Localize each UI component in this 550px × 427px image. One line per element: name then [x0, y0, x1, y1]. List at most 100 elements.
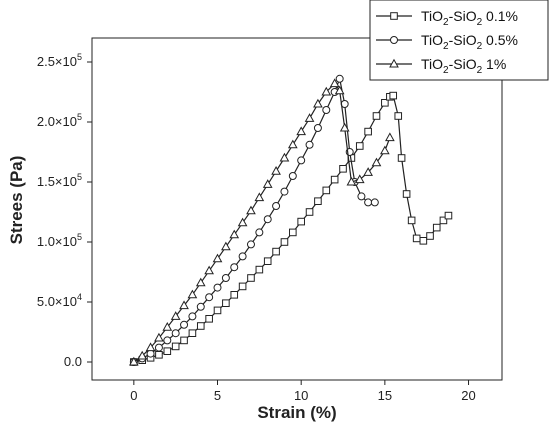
data-point [255, 228, 264, 237]
legend-marker [390, 12, 398, 20]
legend-subscript: 2 [443, 65, 449, 76]
y-tick-mantissa: 0.0 [64, 354, 82, 369]
data-point [357, 192, 366, 201]
data-point [279, 152, 290, 162]
data-point [354, 174, 365, 184]
data-point [370, 198, 379, 207]
data-point [394, 112, 403, 120]
x-tick-label: 20 [461, 388, 475, 403]
series-triangle [128, 78, 395, 366]
data-point [380, 145, 390, 155]
data-point [229, 229, 240, 239]
y-tick-exponent: 5 [77, 172, 82, 182]
x-tick-label: 0 [130, 388, 137, 403]
data-point [304, 113, 315, 122]
data-point [364, 198, 373, 207]
legend-item: TiO2-SiO2 0.1% [376, 8, 518, 28]
legend-text-part: TiO [421, 8, 443, 24]
data-point [322, 186, 331, 195]
data-point [163, 347, 172, 355]
series-square [130, 91, 453, 366]
y-tick-exponent: 5 [77, 232, 82, 242]
data-point [188, 329, 197, 337]
data-point [397, 154, 406, 162]
data-point [271, 165, 281, 175]
data-point [280, 187, 289, 196]
data-point [272, 247, 280, 256]
data-point [205, 293, 214, 302]
data-point [321, 86, 332, 96]
data-point [334, 85, 345, 95]
data-point [263, 257, 272, 265]
data-point [170, 311, 181, 320]
data-point [402, 190, 411, 198]
data-point [237, 217, 248, 227]
y-tick-exponent: 5 [77, 112, 82, 122]
y-tick-mantissa: 5.0×10 [37, 294, 77, 309]
data-point [213, 306, 222, 315]
data-point [196, 322, 205, 330]
data-point [371, 157, 382, 167]
series-circle [129, 74, 379, 366]
data-point [339, 165, 347, 173]
data-point [287, 139, 298, 149]
data-point [314, 197, 322, 205]
data-point [180, 320, 189, 329]
legend-marker [389, 58, 399, 68]
data-point [247, 274, 255, 282]
data-point [128, 356, 139, 366]
data-point [313, 98, 323, 108]
data-point [155, 351, 163, 359]
data-point [180, 336, 188, 345]
data-point [346, 176, 357, 186]
plot-frame [91, 37, 503, 381]
y-tick-mantissa: 1.5×10 [37, 174, 77, 189]
legend-subscript: 2 [477, 65, 483, 76]
y-tick-exponent: 5 [77, 52, 82, 62]
legend-item: TiO2-SiO2 1% [376, 56, 506, 76]
y-tick-mantissa: 1.0×10 [37, 234, 77, 249]
data-point [212, 253, 223, 263]
legend-text-part: -SiO [449, 56, 477, 72]
data-point [305, 140, 314, 149]
data-point [205, 315, 213, 323]
legend-label: TiO2-SiO2 0.1% [421, 8, 518, 28]
data-point [339, 122, 350, 132]
data-point [305, 208, 314, 216]
data-point [272, 202, 281, 210]
data-point [280, 238, 289, 246]
data-point [222, 299, 230, 307]
data-point [171, 329, 180, 338]
y-tick-mantissa: 2.0×10 [37, 114, 77, 129]
y-tick-label: 5.0×104 [37, 292, 82, 309]
data-point [330, 175, 339, 184]
data-point [195, 277, 206, 287]
data-point [196, 302, 205, 311]
data-point [419, 237, 428, 245]
y-tick-mantissa: 2.5×10 [37, 54, 77, 69]
data-point [329, 78, 340, 88]
legend-subscript: 2 [443, 17, 449, 28]
legend-subscript: 2 [477, 41, 483, 52]
x-tick-label: 5 [214, 388, 221, 403]
y-axis-title: Strees (Pa) [7, 156, 26, 245]
data-point [297, 156, 306, 165]
legend-marker [390, 36, 398, 44]
legend-text-part: TiO [421, 56, 443, 72]
data-point [444, 211, 453, 220]
data-point [179, 300, 189, 310]
x-axis: 0 5 10 15 20 [130, 380, 476, 403]
data-point [213, 283, 222, 292]
x-tick-label: 15 [378, 388, 392, 403]
legend-text-part: TiO [421, 32, 443, 48]
legend-subscript: 2 [477, 17, 483, 28]
y-tick-label: 1.5×105 [37, 172, 82, 189]
series-line [133, 82, 391, 363]
data-point [137, 350, 148, 360]
data-point [432, 223, 441, 232]
data-point [154, 343, 163, 352]
data-point [355, 142, 364, 150]
data-point [381, 99, 389, 107]
